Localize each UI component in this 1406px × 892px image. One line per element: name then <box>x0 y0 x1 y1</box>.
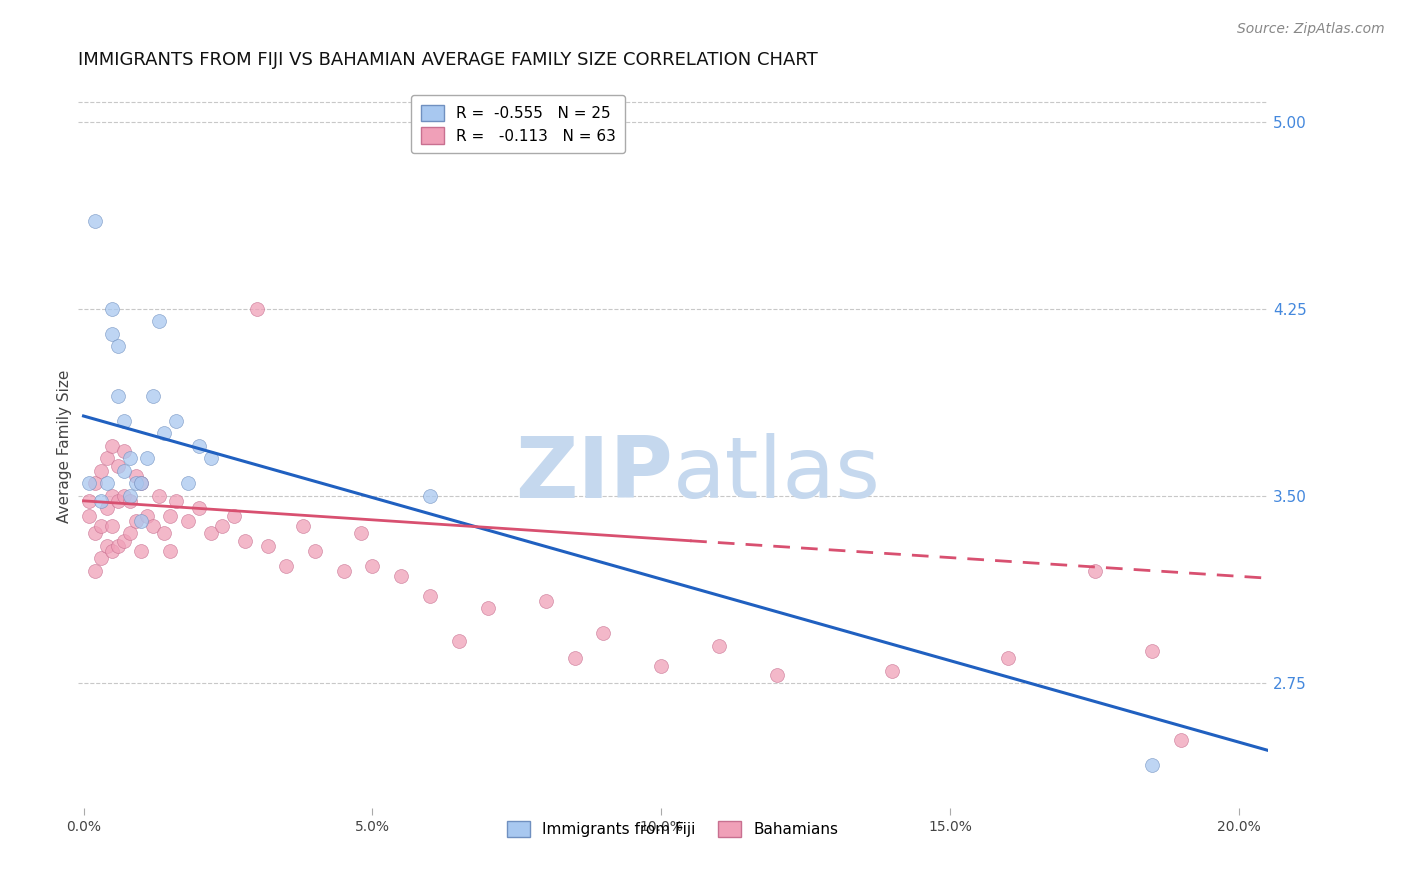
Point <box>129 476 152 491</box>
Point <box>882 664 904 678</box>
Point <box>101 518 124 533</box>
Text: atlas: atlas <box>673 434 880 516</box>
Point <box>148 314 170 328</box>
Point <box>112 414 135 428</box>
Point <box>124 514 146 528</box>
Point <box>766 668 789 682</box>
Point <box>564 651 586 665</box>
Point <box>84 214 107 228</box>
Point <box>361 558 384 573</box>
Point <box>165 414 187 428</box>
Point <box>148 489 170 503</box>
Point <box>129 543 152 558</box>
Point <box>257 539 280 553</box>
Point <box>332 564 354 578</box>
Point <box>96 451 118 466</box>
Point <box>107 389 129 403</box>
Point <box>107 339 129 353</box>
Point <box>165 493 187 508</box>
Point <box>304 543 326 558</box>
Y-axis label: Average Family Size: Average Family Size <box>58 369 72 523</box>
Point <box>101 326 124 341</box>
Point <box>129 476 152 491</box>
Text: Source: ZipAtlas.com: Source: ZipAtlas.com <box>1237 22 1385 37</box>
Point <box>419 489 441 503</box>
Point <box>176 514 198 528</box>
Point <box>124 468 146 483</box>
Point <box>176 476 198 491</box>
Point <box>350 526 373 541</box>
Point <box>188 501 211 516</box>
Point <box>107 493 129 508</box>
Point <box>707 639 730 653</box>
Point <box>274 558 297 573</box>
Point <box>153 426 176 441</box>
Point <box>90 464 112 478</box>
Point <box>79 476 101 491</box>
Text: ZIP: ZIP <box>515 434 673 516</box>
Point <box>79 508 101 523</box>
Point <box>200 526 222 541</box>
Point <box>136 508 159 523</box>
Point <box>292 518 315 533</box>
Point <box>90 493 112 508</box>
Point <box>84 476 107 491</box>
Point <box>112 489 135 503</box>
Point <box>650 658 672 673</box>
Point <box>1142 643 1164 657</box>
Point <box>96 539 118 553</box>
Point <box>124 476 146 491</box>
Point <box>101 543 124 558</box>
Point <box>107 458 129 473</box>
Point <box>389 568 412 582</box>
Point <box>592 626 614 640</box>
Point <box>101 439 124 453</box>
Point <box>84 526 107 541</box>
Point <box>90 518 112 533</box>
Point <box>142 389 165 403</box>
Point <box>997 651 1019 665</box>
Point <box>118 526 141 541</box>
Point <box>129 514 152 528</box>
Point <box>1142 758 1164 772</box>
Point <box>222 508 245 523</box>
Point <box>159 508 181 523</box>
Point <box>90 551 112 566</box>
Point <box>447 633 470 648</box>
Point <box>142 518 165 533</box>
Point <box>1084 564 1107 578</box>
Point <box>477 601 499 615</box>
Point <box>211 518 233 533</box>
Point <box>101 301 124 316</box>
Point <box>188 439 211 453</box>
Point <box>153 526 176 541</box>
Legend: Immigrants from Fiji, Bahamians: Immigrants from Fiji, Bahamians <box>501 814 845 844</box>
Point <box>118 451 141 466</box>
Point <box>112 533 135 548</box>
Point <box>159 543 181 558</box>
Point <box>233 533 256 548</box>
Point <box>118 489 141 503</box>
Point <box>200 451 222 466</box>
Text: IMMIGRANTS FROM FIJI VS BAHAMIAN AVERAGE FAMILY SIZE CORRELATION CHART: IMMIGRANTS FROM FIJI VS BAHAMIAN AVERAGE… <box>77 51 817 69</box>
Point <box>419 589 441 603</box>
Point <box>96 476 118 491</box>
Point <box>96 501 118 516</box>
Point <box>112 444 135 458</box>
Point <box>136 451 159 466</box>
Point <box>534 593 557 607</box>
Point <box>118 493 141 508</box>
Point <box>107 539 129 553</box>
Point <box>112 464 135 478</box>
Point <box>79 493 101 508</box>
Point <box>246 301 269 316</box>
Point <box>1170 733 1192 747</box>
Point <box>101 489 124 503</box>
Point <box>84 564 107 578</box>
